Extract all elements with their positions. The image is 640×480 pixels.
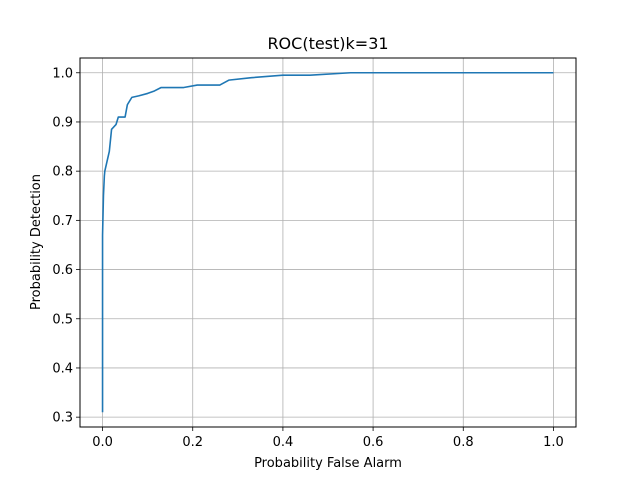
x-axis: 0.0 0.2 0.4 0.6 0.8 1.0 [92, 427, 564, 450]
y-axis-label: Probability Detection [29, 174, 44, 310]
y-axis: 0.3 0.4 0.5 0.6 0.7 0.8 0.9 1.0 [52, 66, 80, 426]
roc-curve-line [101, 71, 554, 413]
y-tick-label: 0.4 [52, 361, 73, 376]
y-tick-label: 0.7 [52, 214, 73, 229]
plot-area [101, 71, 554, 413]
x-tick-label: 0.0 [92, 435, 113, 450]
y-tick-label: 0.9 [52, 115, 73, 130]
y-tick-label: 0.5 [52, 312, 73, 327]
grid [80, 58, 576, 427]
y-tick-label: 0.6 [52, 263, 73, 278]
x-tick-label: 0.6 [363, 435, 384, 450]
x-axis-label: Probability False Alarm [254, 456, 402, 471]
chart-title: ROC(test)k=31 [267, 34, 388, 53]
x-tick-label: 0.2 [182, 435, 203, 450]
plot-frame [79, 57, 577, 428]
y-tick-label: 0.8 [52, 165, 73, 180]
y-tick-label: 1.0 [52, 66, 73, 81]
x-tick-label: 1.0 [543, 435, 564, 450]
x-tick-label: 0.8 [453, 435, 474, 450]
y-tick-label: 0.3 [52, 411, 73, 426]
x-tick-label: 0.4 [273, 435, 294, 450]
